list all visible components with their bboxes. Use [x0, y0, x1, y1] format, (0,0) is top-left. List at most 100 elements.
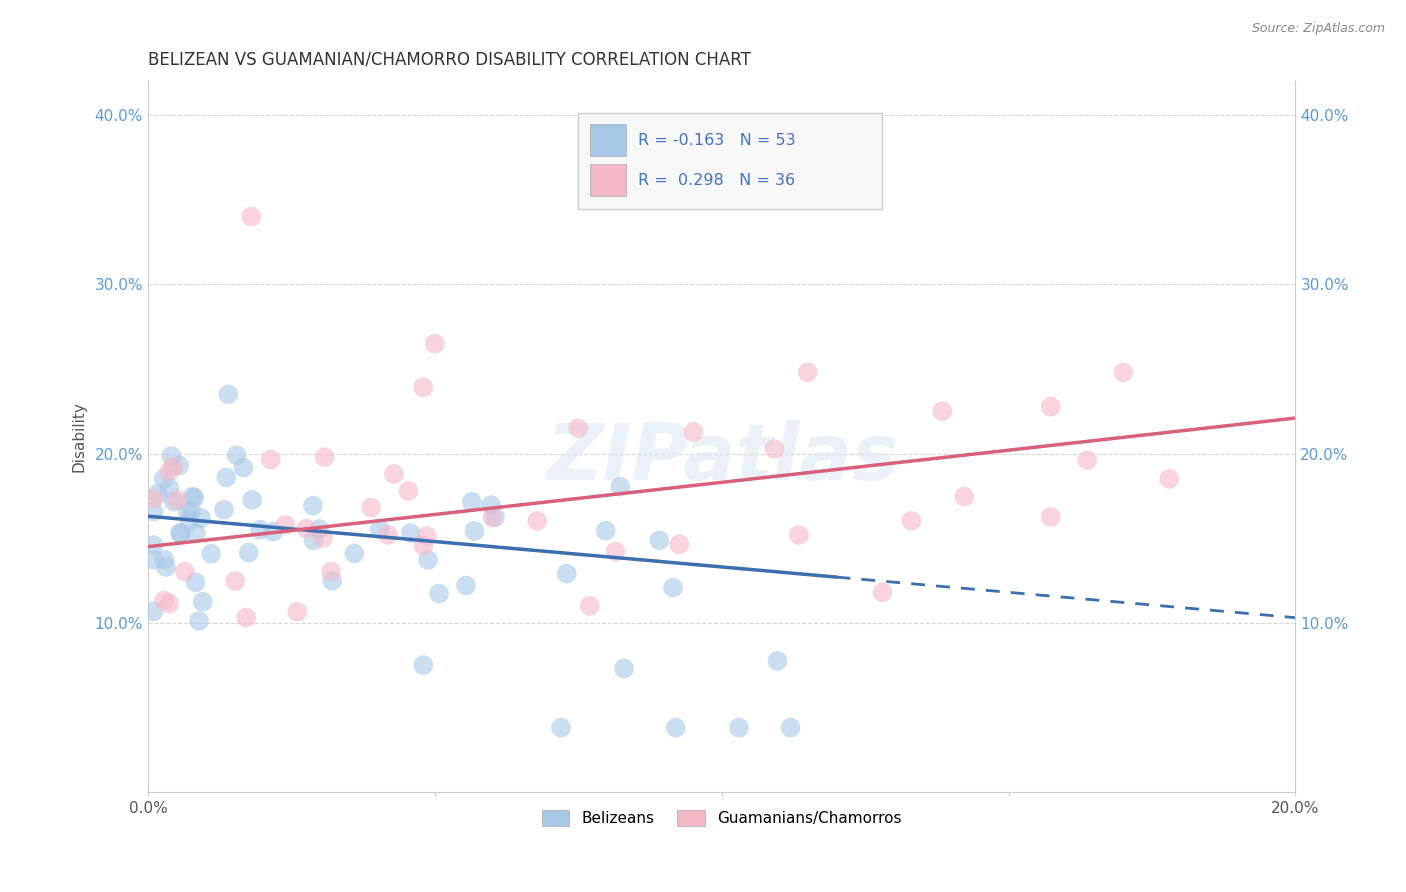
FancyBboxPatch shape — [578, 113, 883, 210]
Point — [146, 486, 169, 500]
Point — [142, 552, 165, 566]
Point — [461, 495, 484, 509]
Point — [183, 491, 205, 505]
Point — [479, 498, 502, 512]
Point — [163, 494, 186, 508]
Point — [160, 449, 183, 463]
Point — [416, 529, 439, 543]
Legend: Belizeans, Guamanians/Chamorros: Belizeans, Guamanians/Chamorros — [534, 803, 910, 834]
Point — [184, 526, 207, 541]
Point — [412, 658, 434, 673]
Point — [1039, 510, 1062, 524]
Point — [399, 526, 422, 541]
Point — [382, 467, 405, 481]
Point — [668, 537, 690, 551]
Point — [787, 528, 810, 542]
Point — [481, 510, 503, 524]
Point — [240, 210, 263, 224]
Point — [454, 578, 477, 592]
Point — [1159, 472, 1181, 486]
Point — [162, 459, 184, 474]
Point — [212, 502, 235, 516]
Point — [1039, 400, 1062, 414]
Point — [1076, 453, 1098, 467]
Point — [662, 581, 685, 595]
Point — [609, 480, 631, 494]
Point — [159, 481, 181, 495]
Point — [238, 545, 260, 559]
Point — [427, 586, 450, 600]
Text: R = -0.163   N = 53: R = -0.163 N = 53 — [638, 133, 796, 148]
Point — [142, 538, 165, 552]
Point — [302, 499, 325, 513]
Point — [931, 404, 953, 418]
Point — [763, 442, 786, 457]
Point — [377, 528, 399, 542]
Point — [142, 604, 165, 618]
Point — [463, 524, 485, 538]
Point — [260, 452, 283, 467]
Point — [169, 525, 191, 540]
Text: ZIPatlas: ZIPatlas — [546, 420, 898, 496]
Point — [235, 610, 257, 624]
Point — [215, 470, 238, 484]
Point — [900, 514, 922, 528]
Point — [398, 483, 420, 498]
Point — [578, 599, 600, 613]
Point — [153, 552, 176, 566]
Point — [180, 503, 202, 517]
Point — [567, 421, 589, 435]
Point — [142, 504, 165, 518]
Point — [648, 533, 671, 548]
Point — [423, 336, 446, 351]
Point — [728, 721, 751, 735]
Point — [157, 465, 180, 479]
Point — [184, 575, 207, 590]
Point — [665, 721, 688, 735]
Point — [484, 510, 506, 524]
Point — [285, 605, 308, 619]
Point — [314, 450, 336, 465]
Point — [360, 500, 382, 515]
Point — [200, 547, 222, 561]
Point — [797, 365, 820, 379]
Point — [262, 524, 284, 539]
Point — [613, 661, 636, 675]
Point — [312, 531, 335, 545]
Point — [191, 595, 214, 609]
Point — [153, 593, 176, 607]
FancyBboxPatch shape — [589, 124, 627, 156]
Point — [224, 574, 246, 589]
Y-axis label: Disability: Disability — [72, 401, 86, 472]
Point — [872, 585, 894, 599]
Point — [249, 523, 271, 537]
Text: R =  0.298   N = 36: R = 0.298 N = 36 — [638, 173, 794, 188]
Point — [179, 515, 201, 529]
Point — [274, 517, 297, 532]
Text: Source: ZipAtlas.com: Source: ZipAtlas.com — [1251, 22, 1385, 36]
Point — [173, 565, 195, 579]
Point — [225, 448, 247, 462]
Point — [181, 490, 204, 504]
Point — [550, 721, 572, 735]
Point — [155, 560, 177, 574]
Point — [176, 505, 198, 519]
Point — [152, 472, 174, 486]
Point — [295, 522, 318, 536]
Point — [555, 566, 578, 581]
Point — [953, 490, 976, 504]
Point — [232, 460, 254, 475]
Point — [779, 721, 801, 735]
Point — [605, 544, 627, 558]
Point — [416, 553, 439, 567]
Point — [190, 511, 212, 525]
Point — [166, 492, 188, 507]
Point — [170, 526, 193, 541]
Point — [412, 380, 434, 394]
Point — [240, 492, 263, 507]
Point — [766, 654, 789, 668]
Point — [526, 514, 548, 528]
Point — [682, 425, 704, 439]
Point — [217, 387, 239, 401]
Point — [319, 565, 342, 579]
